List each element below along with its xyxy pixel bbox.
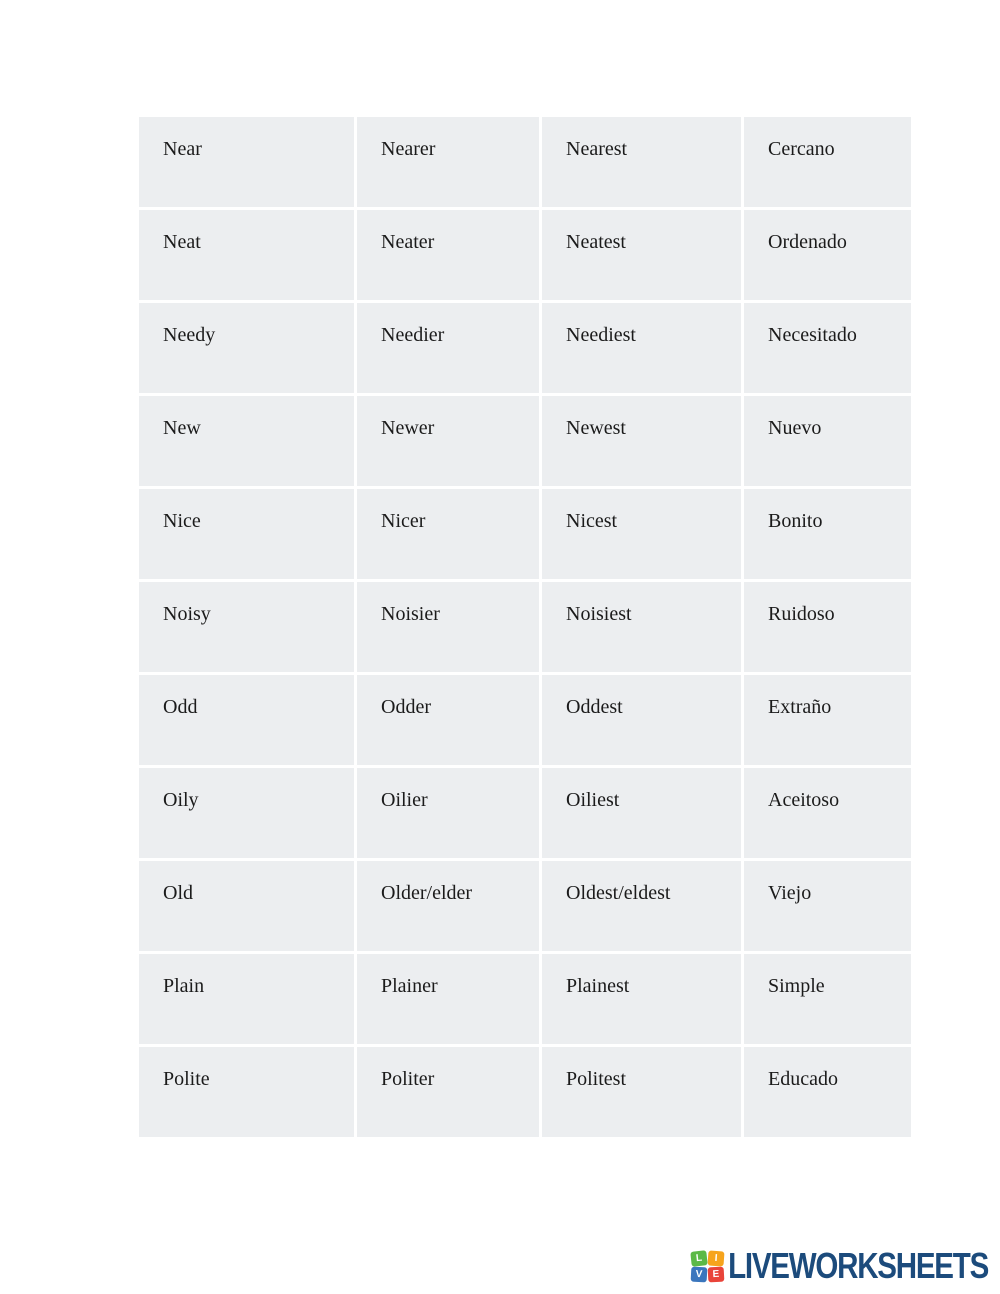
table-cell: Polite	[139, 1047, 354, 1137]
table-cell: Oldest/eldest	[542, 861, 741, 951]
table-cell: Bonito	[744, 489, 911, 579]
table-cell: Noisiest	[542, 582, 741, 672]
table-cell: Politest	[542, 1047, 741, 1137]
table-cell: Nicest	[542, 489, 741, 579]
letter-tile-i: I	[707, 1249, 725, 1267]
table-cell: Noisier	[357, 582, 539, 672]
table-cell: Cercano	[744, 117, 911, 207]
table-cell: Neat	[139, 210, 354, 300]
liveworksheets-wordmark: LIVEWORKSHEETS	[728, 1245, 989, 1286]
table-cell: New	[139, 396, 354, 486]
letter-tile-v: V	[690, 1266, 708, 1282]
table-cell: Needy	[139, 303, 354, 393]
table-cell: Oddest	[542, 675, 741, 765]
table-cell: Viejo	[744, 861, 911, 951]
table-cell: Neatest	[542, 210, 741, 300]
table-cell: Necesitado	[744, 303, 911, 393]
table-cell: Oilier	[357, 768, 539, 858]
table-cell: Plain	[139, 954, 354, 1044]
letter-tile-l: L	[690, 1249, 708, 1267]
table-cell: Nuevo	[744, 396, 911, 486]
table-cell: Educado	[744, 1047, 911, 1137]
table-cell: Oily	[139, 768, 354, 858]
table-cell: Newer	[357, 396, 539, 486]
table-cell: Odder	[357, 675, 539, 765]
table-cell: Ordenado	[744, 210, 911, 300]
table-cell: Nicer	[357, 489, 539, 579]
table-cell: Needier	[357, 303, 539, 393]
table-cell: Neater	[357, 210, 539, 300]
table-cell: Ruidoso	[744, 582, 911, 672]
table-cell: Neediest	[542, 303, 741, 393]
table-cell: Noisy	[139, 582, 354, 672]
table-cell: Aceitoso	[744, 768, 911, 858]
table-cell: Odd	[139, 675, 354, 765]
table-cell: Simple	[744, 954, 911, 1044]
table-cell: Plainest	[542, 954, 741, 1044]
table-cell: Nearer	[357, 117, 539, 207]
table-cell: Near	[139, 117, 354, 207]
table-cell: Old	[139, 861, 354, 951]
table-cell: Extraño	[744, 675, 911, 765]
table-cell: Politer	[357, 1047, 539, 1137]
table-cell: Nearest	[542, 117, 741, 207]
comparatives-table: Near Nearer Nearest Cercano Neat Neater Neates…	[139, 117, 911, 1137]
table-cell: Oiliest	[542, 768, 741, 858]
table-cell: Plainer	[357, 954, 539, 1044]
table-cell: Nice	[139, 489, 354, 579]
table-cell: Newest	[542, 396, 741, 486]
letter-tile-e: E	[707, 1266, 725, 1282]
table-cell: Older/elder	[357, 861, 539, 951]
